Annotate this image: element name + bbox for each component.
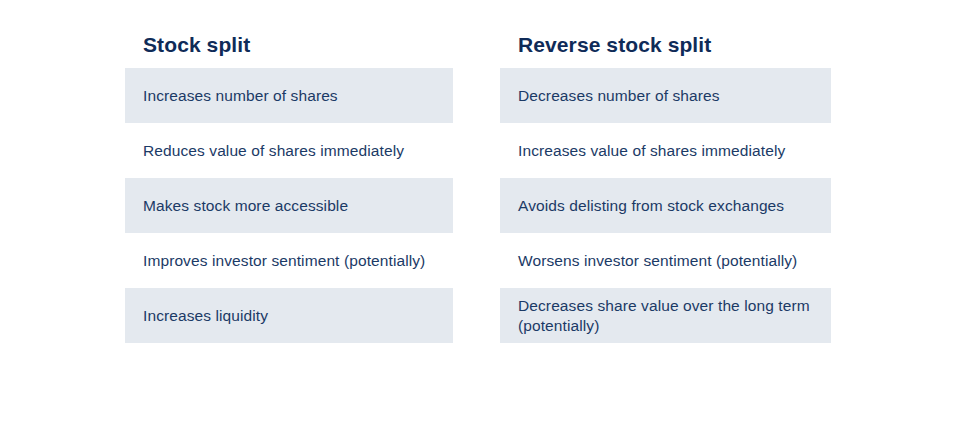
row-label: Improves investor sentiment (potentially… xyxy=(143,251,425,271)
table-row: Increases number of shares xyxy=(125,68,453,123)
table-row: Decreases number of shares xyxy=(500,68,831,123)
row-label: Decreases number of shares xyxy=(518,86,720,106)
table-row: Makes stock more accessible xyxy=(125,178,453,233)
row-label: Increases liquidity xyxy=(143,306,268,326)
row-label: Avoids delisting from stock exchanges xyxy=(518,196,784,216)
stock-split-column: Stock split Increases number of shares R… xyxy=(125,31,453,343)
reverse-stock-split-column: Reverse stock split Decreases number of … xyxy=(500,31,831,343)
reverse-stock-split-column-title: Reverse stock split xyxy=(518,31,831,59)
row-label: Increases value of shares immediately xyxy=(518,141,785,161)
row-label: Reduces value of shares immediately xyxy=(143,141,404,161)
table-row: Improves investor sentiment (potentially… xyxy=(125,233,453,288)
table-row: Increases liquidity xyxy=(125,288,453,343)
stock-split-comparison-infographic: Stock split Increases number of shares R… xyxy=(0,0,959,421)
reverse-stock-split-row-list: Decreases number of shares Increases val… xyxy=(500,68,831,343)
stock-split-row-list: Increases number of shares Reduces value… xyxy=(125,68,453,343)
row-label: Decreases share value over the long term… xyxy=(518,296,813,336)
row-label: Worsens investor sentiment (potentially) xyxy=(518,251,797,271)
table-row: Reduces value of shares immediately xyxy=(125,123,453,178)
stock-split-column-title: Stock split xyxy=(143,31,453,59)
row-label: Makes stock more accessible xyxy=(143,196,348,216)
table-row: Increases value of shares immediately xyxy=(500,123,831,178)
table-row: Decreases share value over the long term… xyxy=(500,288,831,343)
table-row: Avoids delisting from stock exchanges xyxy=(500,178,831,233)
table-row: Worsens investor sentiment (potentially) xyxy=(500,233,831,288)
row-label: Increases number of shares xyxy=(143,86,338,106)
